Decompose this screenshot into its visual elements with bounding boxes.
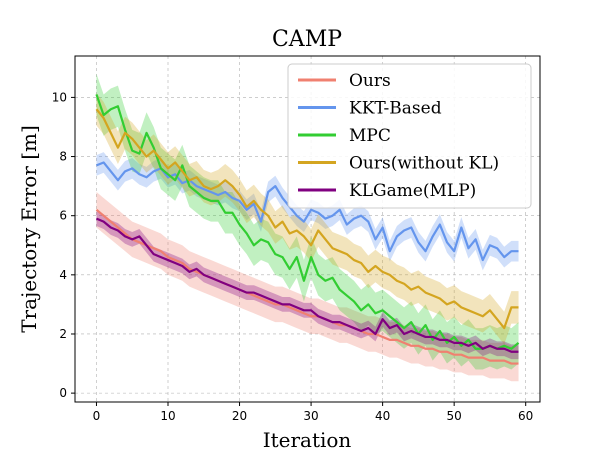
kkt-based-band: [96, 152, 519, 271]
mpc-band: [96, 73, 519, 370]
x-tick-label: 60: [518, 409, 533, 423]
plot-frame: [74, 55, 541, 403]
y-tick-label: 10: [52, 90, 67, 104]
ours-band: [96, 192, 519, 382]
legend-box: [287, 63, 532, 209]
mpc-line: [95, 94, 520, 350]
ours-without-kl-line: [95, 108, 519, 330]
x-tick-label: 10: [160, 409, 175, 423]
legend: Ours KKT-Based MPC Ours(without KL) KLGame(M…: [287, 63, 532, 209]
series-lines: [95, 94, 520, 365]
ours-without-kl-band: [96, 92, 519, 345]
y-axis-label: Trajectory Error [m]: [17, 125, 41, 333]
y-tick-label: 4: [59, 268, 67, 282]
x-tick-label: 30: [303, 409, 318, 423]
kkt-based-line: [96, 161, 519, 262]
x-tick-label: 40: [375, 409, 390, 423]
x-axis-label: Iteration: [263, 428, 352, 450]
grid: [75, 56, 540, 402]
ours-line: [95, 208, 519, 365]
y-tick-label: 8: [59, 150, 67, 164]
legend-label: MPC: [349, 126, 391, 146]
x-tick-label: 20: [232, 409, 247, 423]
klgame-mlp-line: [96, 217, 519, 353]
legend-label: KLGame(MLP): [349, 181, 476, 201]
x-tick-label: 0: [93, 409, 101, 423]
legend-label: Ours: [349, 71, 391, 91]
y-tick-label: 2: [59, 327, 67, 341]
y-tick-label: 6: [59, 209, 67, 223]
legend-label: Ours(without KL): [349, 154, 499, 174]
y-tick-label: 0: [59, 386, 67, 400]
x-tick-label: 50: [447, 409, 462, 423]
axis-ticks: 0 10 20 30 40 50 60 0 2 4 6 8 10: [52, 90, 534, 423]
legend-label: KKT-Based: [349, 99, 442, 119]
chart-title: CAMP: [272, 27, 342, 52]
